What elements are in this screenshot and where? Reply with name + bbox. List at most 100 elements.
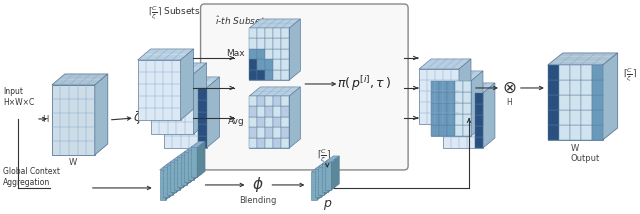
Text: $\phi$: $\phi$ [252, 175, 263, 195]
Polygon shape [164, 88, 207, 148]
Polygon shape [273, 70, 282, 80]
Polygon shape [257, 70, 266, 80]
Polygon shape [559, 110, 570, 125]
Polygon shape [318, 161, 332, 167]
Polygon shape [570, 110, 580, 125]
Polygon shape [177, 158, 183, 187]
Polygon shape [163, 161, 177, 167]
Polygon shape [439, 103, 447, 114]
Polygon shape [580, 125, 592, 140]
Polygon shape [266, 127, 273, 138]
Polygon shape [431, 103, 439, 114]
Polygon shape [463, 125, 471, 136]
Polygon shape [257, 106, 266, 117]
Polygon shape [459, 59, 471, 124]
Polygon shape [443, 93, 483, 148]
Polygon shape [570, 95, 580, 110]
Polygon shape [257, 96, 266, 106]
Polygon shape [198, 112, 207, 124]
Polygon shape [250, 70, 257, 80]
Polygon shape [570, 65, 580, 80]
Polygon shape [463, 103, 471, 114]
Polygon shape [183, 152, 191, 187]
Polygon shape [273, 59, 282, 70]
Polygon shape [475, 104, 483, 115]
Polygon shape [475, 93, 483, 104]
Polygon shape [455, 103, 463, 114]
Text: H: H [506, 98, 512, 107]
Text: W: W [69, 158, 77, 167]
Polygon shape [266, 49, 273, 59]
Text: H: H [42, 116, 49, 125]
Polygon shape [439, 114, 447, 125]
Text: $\pi(\,p^{[i]},\tau\,)$: $\pi(\,p^{[i]},\tau\,)$ [337, 74, 392, 94]
Polygon shape [324, 161, 332, 195]
Polygon shape [447, 81, 455, 92]
Polygon shape [603, 53, 618, 140]
Polygon shape [325, 156, 339, 162]
Polygon shape [311, 172, 317, 200]
Text: $\lceil\frac{C}{\zeta}\rceil$ Subsets: $\lceil\frac{C}{\zeta}\rceil$ Subsets [148, 5, 201, 22]
Polygon shape [311, 166, 325, 172]
Polygon shape [282, 117, 289, 127]
Polygon shape [289, 87, 300, 148]
Polygon shape [282, 96, 289, 106]
Polygon shape [250, 127, 257, 138]
Text: $\lceil\frac{C}{\zeta}\rceil$: $\lceil\frac{C}{\zeta}\rceil$ [317, 148, 331, 165]
Polygon shape [257, 49, 266, 59]
Polygon shape [431, 71, 483, 81]
Polygon shape [266, 96, 273, 106]
Polygon shape [318, 167, 324, 195]
Polygon shape [282, 38, 289, 49]
Polygon shape [150, 74, 193, 134]
Polygon shape [266, 70, 273, 80]
Polygon shape [257, 117, 266, 127]
Polygon shape [250, 138, 257, 148]
Polygon shape [592, 65, 603, 80]
Polygon shape [273, 117, 282, 127]
Polygon shape [282, 28, 289, 38]
Polygon shape [250, 19, 300, 28]
Polygon shape [250, 96, 257, 106]
Polygon shape [273, 96, 282, 106]
Text: $\hat{\imath}$-th Subset: $\hat{\imath}$-th Subset [214, 14, 266, 27]
Polygon shape [475, 137, 483, 148]
Polygon shape [193, 63, 207, 134]
Polygon shape [180, 154, 188, 190]
Polygon shape [580, 95, 592, 110]
Polygon shape [250, 28, 289, 80]
Polygon shape [431, 114, 439, 125]
Polygon shape [273, 106, 282, 117]
Polygon shape [592, 80, 603, 95]
Polygon shape [250, 49, 257, 59]
Polygon shape [273, 38, 282, 49]
Polygon shape [282, 127, 289, 138]
Polygon shape [273, 49, 282, 59]
Polygon shape [159, 170, 166, 200]
Polygon shape [559, 80, 570, 95]
Polygon shape [52, 74, 108, 85]
Text: $\lceil\frac{C}{\zeta}\rceil$: $\lceil\frac{C}{\zeta}\rceil$ [623, 66, 636, 84]
Polygon shape [177, 152, 191, 158]
Polygon shape [273, 138, 282, 148]
Polygon shape [463, 81, 471, 92]
Polygon shape [592, 125, 603, 140]
Polygon shape [548, 53, 618, 65]
Polygon shape [173, 159, 180, 195]
Polygon shape [180, 149, 195, 155]
Polygon shape [250, 59, 257, 70]
FancyBboxPatch shape [200, 4, 408, 170]
Polygon shape [548, 65, 603, 140]
Polygon shape [164, 77, 220, 88]
Polygon shape [321, 163, 329, 198]
Polygon shape [439, 125, 447, 136]
Polygon shape [592, 95, 603, 110]
Polygon shape [455, 114, 463, 125]
Polygon shape [483, 83, 495, 148]
Polygon shape [257, 59, 266, 70]
Polygon shape [439, 92, 447, 103]
Polygon shape [463, 114, 471, 125]
Polygon shape [207, 77, 220, 148]
Polygon shape [282, 49, 289, 59]
Polygon shape [198, 88, 207, 100]
